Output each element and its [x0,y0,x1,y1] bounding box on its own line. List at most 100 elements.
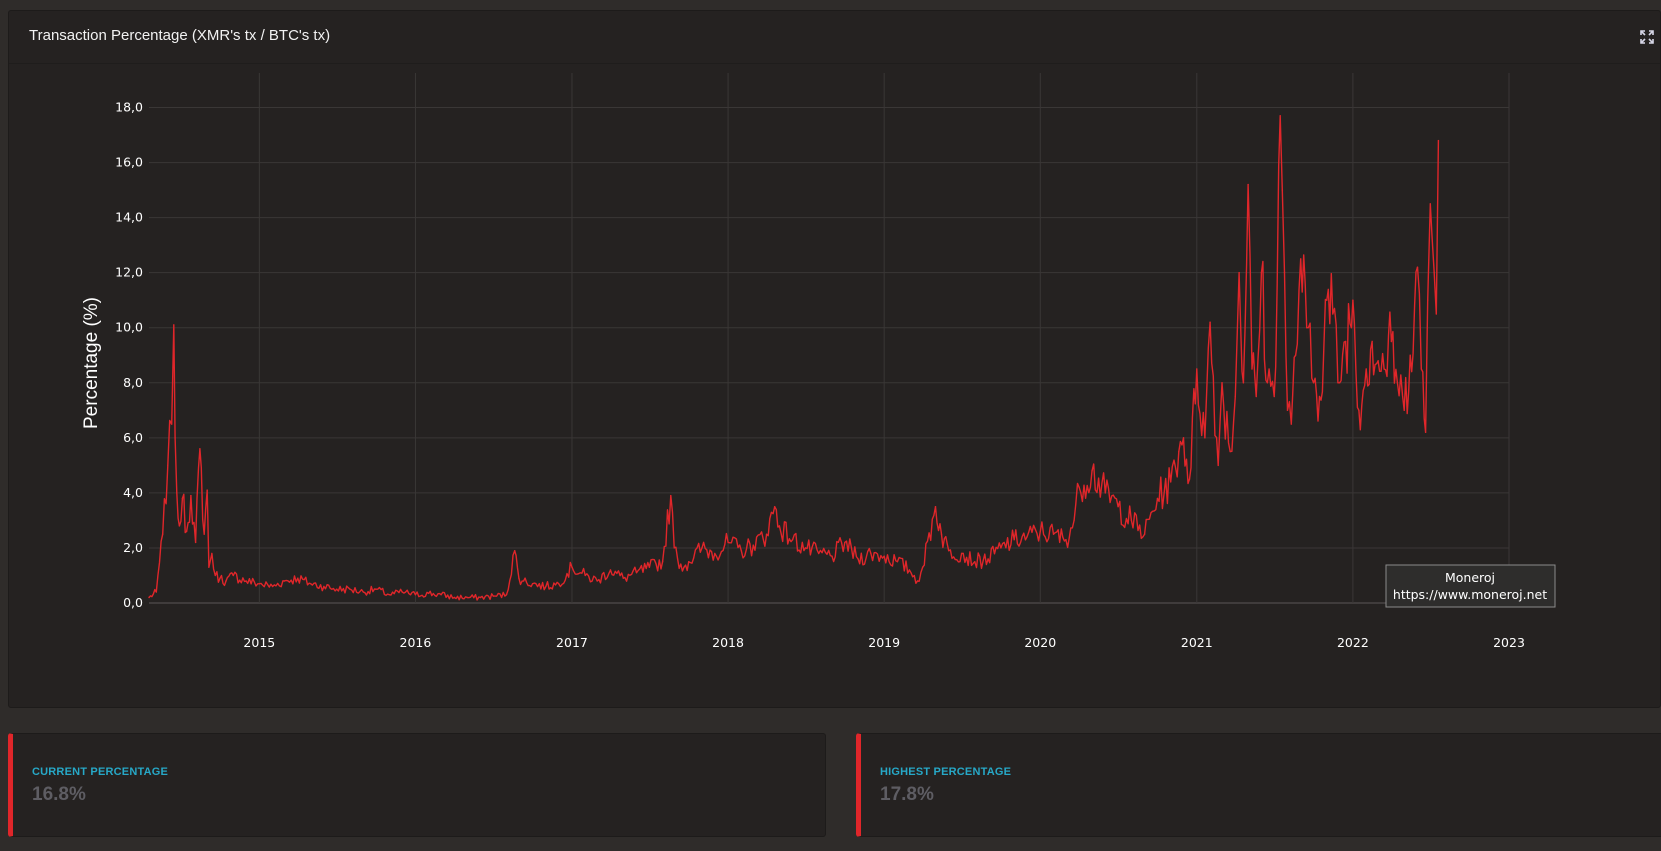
data-point [661,561,664,563]
data-point [297,577,299,579]
data-point [148,596,150,599]
data-point [571,566,573,568]
data-point [1221,382,1223,384]
current-percentage-value: 16.8% [32,784,86,805]
watermark: Moneroj https://www.moneroj.net [1385,564,1556,608]
chart-title: Transaction Percentage (XMR's tx / BTC's… [29,27,331,44]
data-point [1170,481,1172,483]
data-point [245,580,247,582]
line-chart: 0,0 2,0 4,0 6,0 8,0 10,0 12,0 14,0 16,0 18,0 2015… [81,73,1556,650]
data-point [1383,368,1385,370]
x-tick-label: 2018 [712,635,744,650]
expand-icon[interactable] [1638,28,1656,46]
data-point [987,558,989,560]
data-point [349,588,351,590]
data-point [1312,382,1315,384]
highest-percentage-label: HIGHEST PERCENTAGE [880,766,1012,778]
x-tick-label: 2017 [556,635,588,650]
data-point [1130,519,1133,522]
x-axis: 2015 2016 2017 2018 2019 2020 2021 2022 2023 [243,635,1524,650]
highest-percentage-card: HIGHEST PERCENTAGE 17.8% [856,733,1661,837]
data-point [1294,354,1297,356]
data-point [1255,395,1257,398]
x-tick-label: 2019 [868,635,900,650]
data-point [916,580,919,582]
data-point [670,494,672,497]
data-point [1238,271,1240,274]
data-point [1273,395,1275,398]
data-point [635,572,638,574]
data-point [1247,183,1249,186]
data-point [309,583,312,585]
data-point [401,591,403,593]
watermark-url: https://www.moneroj.net [1393,587,1547,602]
data-point [948,549,950,552]
y-tick-label: 8,0 [123,375,143,390]
series-layer [148,115,1440,601]
data-point [1091,470,1093,472]
data-point [648,566,651,568]
data-point [271,585,274,588]
data-point [714,552,716,555]
data-point [185,530,188,533]
x-tick-label: 2022 [1337,635,1369,650]
data-point [1117,505,1119,508]
data-point [960,552,963,555]
data-point [701,547,703,549]
data-point [1332,313,1334,315]
data-point [1052,533,1055,535]
data-point [844,541,846,544]
data-point [1358,409,1360,412]
data-point [883,555,885,557]
data-point [1326,299,1328,301]
data-point [921,566,924,568]
data-point [1437,139,1440,142]
data-point [323,585,325,588]
data-point [1300,258,1302,260]
series-line [148,115,1440,601]
data-point [804,547,807,549]
data-point [208,566,210,568]
data-point [1026,536,1028,538]
card-header: Transaction Percentage (XMR's tx / BTC's… [9,11,1660,64]
data-point [1182,437,1185,439]
y-tick-label: 4,0 [123,485,143,500]
data-point [1318,395,1321,398]
data-point [1251,368,1253,370]
data-point [388,594,391,596]
data-point [1217,464,1219,467]
data-point [1377,360,1379,362]
data-point [522,580,525,582]
data-point [1427,299,1429,301]
data-point [1039,530,1041,533]
data-point [194,541,197,544]
data-point [1078,486,1080,489]
data-point [1338,382,1341,384]
data-point [870,552,872,555]
data-point [1260,271,1263,274]
data-point [1390,340,1393,343]
data-point [492,595,494,597]
data-point [545,585,547,588]
current-percentage-card: CURRENT PERCENTAGE 16.8% [8,733,826,837]
data-point [1196,368,1198,370]
data-point [596,580,598,582]
data-point [1281,189,1284,191]
data-point [622,577,624,579]
data-point [676,558,679,560]
x-tick-label: 2016 [400,635,432,650]
data-point [1433,271,1435,274]
y-tick-label: 0,0 [123,595,143,610]
data-point [1365,368,1367,370]
data-point [1013,538,1015,541]
data-point [778,525,781,527]
data-point [1409,354,1411,356]
y-tick-label: 12,0 [115,265,143,280]
data-point [1065,538,1067,541]
watermark-name: Moneroj [1445,570,1495,585]
data-point [176,492,178,494]
data-point [1266,382,1269,384]
data-point [466,596,468,599]
data-point [505,594,508,596]
data-point [167,464,169,467]
